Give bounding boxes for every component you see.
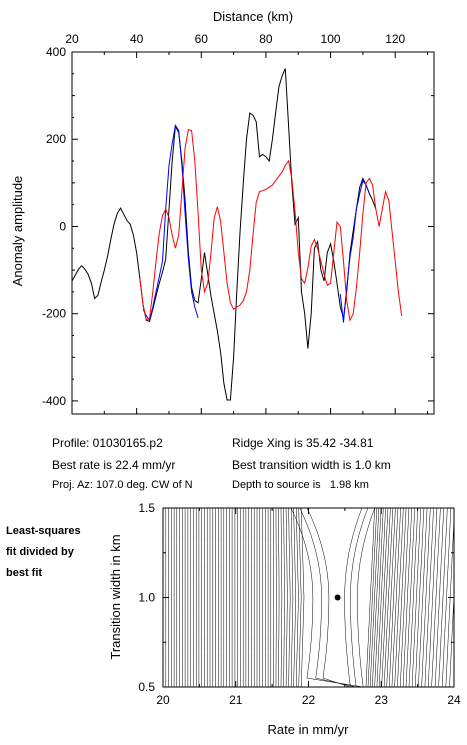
- bottom-y-axis-title: Transition width in km: [108, 534, 123, 659]
- fitted-segment-line: [142, 123, 199, 322]
- contour-line: [280, 507, 283, 688]
- contour-line: [298, 507, 302, 688]
- contour-line: [405, 507, 415, 688]
- contour-line: [306, 507, 363, 688]
- contour-line: [408, 507, 418, 688]
- contour-line: [434, 507, 445, 688]
- top-x-tick-label: 60: [195, 32, 209, 46]
- side-note-line-1: Least-squares: [6, 525, 81, 537]
- contour-line: [293, 507, 296, 688]
- contour-line: [394, 507, 404, 688]
- contour-line: [365, 507, 375, 688]
- top-x-tick-label: 20: [65, 32, 79, 46]
- top-y-tick-label: -200: [42, 307, 66, 321]
- top-y-axis-title: Anomaly amplitude: [10, 176, 25, 287]
- contour-line: [374, 507, 384, 688]
- contour-line: [300, 507, 305, 688]
- top-plot-frame: [71, 51, 435, 415]
- contour-line: [397, 507, 407, 688]
- contour-line: [391, 507, 401, 688]
- model-profile-line: [139, 128, 403, 322]
- top-x-tick-label: 40: [130, 32, 144, 46]
- bottom-x-tick-label: 24: [447, 693, 461, 707]
- depth-label: Depth to source is 1.98 km: [232, 479, 369, 491]
- anomaly-chart: Distance (km) Anomaly amplitude 20 40 60 80…: [10, 9, 435, 415]
- top-x-axis-title: Distance (km): [213, 9, 293, 24]
- top-x-tick-label: 80: [259, 32, 273, 46]
- contour-line: [411, 507, 422, 688]
- contour-line: [290, 507, 294, 688]
- contour-line: [389, 507, 399, 688]
- contour-line: [278, 507, 280, 688]
- top-x-tick-label: 100: [321, 32, 341, 46]
- contour-line: [288, 507, 291, 688]
- contour-line: [367, 507, 378, 688]
- contour-line: [378, 507, 389, 688]
- side-note-line-2: fit divided by: [6, 546, 74, 558]
- contour-line: [383, 507, 394, 688]
- best-rate-label: Best rate is 22.4 mm/yr: [52, 458, 176, 472]
- top-y-tick-label: 0: [59, 219, 66, 233]
- contour-line: [402, 507, 413, 688]
- contour-line: [295, 507, 299, 688]
- contour-line: [438, 507, 448, 688]
- contour-line: [381, 507, 391, 688]
- contour-line: [399, 507, 410, 688]
- bottom-x-tick-label: 22: [302, 693, 316, 707]
- contour-line: [424, 507, 434, 688]
- contour-line: [376, 507, 386, 688]
- contour-line: [418, 507, 428, 688]
- contour-line: [283, 507, 285, 688]
- contour-line: [369, 507, 380, 688]
- profile-label: Profile: 01030165.p2: [52, 436, 163, 450]
- side-note-line-3: best fit: [6, 567, 43, 579]
- contour-line: [421, 507, 431, 688]
- side-note: Least-squares fit divided by best fit: [6, 521, 81, 584]
- ridge-xing-label: Ridge Xing is 35.42 -34.81: [232, 436, 374, 450]
- contour-line: [431, 507, 441, 688]
- proj-az-label: Proj. Az: 107.0 deg. CW of N: [52, 479, 193, 491]
- contour-line: [372, 507, 382, 688]
- contour-chart: 20 21 22 23 24 1.5 1.0 0.5 Rate in mm/yr Transi…: [108, 501, 461, 737]
- contour-line: [427, 507, 438, 688]
- bottom-y-tick-label: 0.5: [138, 680, 155, 694]
- top-y-tick-label: 200: [46, 132, 66, 146]
- bottom-x-tick-label: 21: [229, 693, 243, 707]
- bottom-x-tick-label: 20: [156, 693, 170, 707]
- contour-line: [299, 507, 369, 688]
- top-y-tick-label: 400: [46, 45, 66, 59]
- contour-line: [285, 507, 288, 688]
- bottom-x-tick-label: 23: [375, 693, 389, 707]
- contour-line: [441, 507, 452, 688]
- contour-line: [290, 507, 376, 688]
- contour-line: [386, 507, 396, 688]
- best-width-label: Best transition width is 1.0 km: [232, 458, 391, 472]
- contour-line: [414, 507, 425, 688]
- fitted-segment-line: [339, 179, 370, 323]
- bottom-x-axis-title: Rate in mm/yr: [268, 722, 350, 737]
- bottom-y-tick-label: 1.0: [138, 591, 155, 605]
- top-x-tick-label: 120: [385, 32, 405, 46]
- observed-profile-line: [71, 68, 377, 401]
- best-fit-marker: [334, 594, 341, 601]
- top-y-tick-label: -400: [42, 394, 66, 408]
- bottom-y-tick-label: 1.5: [138, 501, 155, 515]
